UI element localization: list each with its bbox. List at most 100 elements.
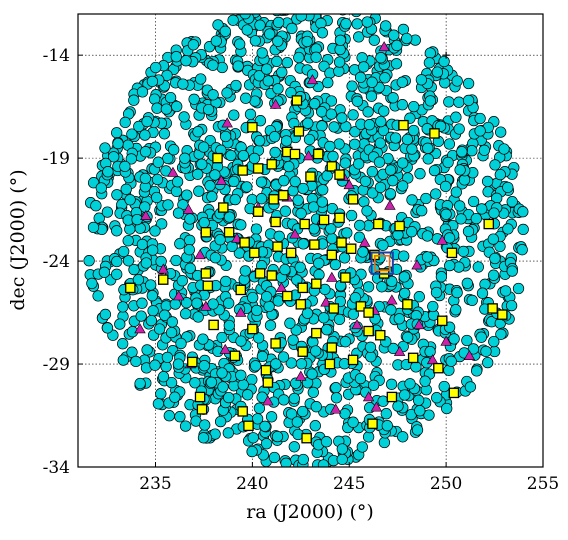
circle-point (234, 38, 246, 50)
circle-point (444, 259, 456, 272)
circle-point (212, 19, 224, 31)
square-point (446, 247, 458, 259)
square-point (237, 165, 248, 176)
target-inner-box (374, 254, 391, 272)
square-point (345, 243, 357, 254)
circle-point (334, 34, 347, 46)
circle-point (269, 131, 281, 143)
circle-point (453, 123, 465, 135)
circle-point (478, 144, 490, 156)
circle-point (438, 380, 450, 393)
circle-point (111, 268, 123, 280)
circle-point (454, 164, 466, 176)
circle-point (321, 324, 333, 336)
square-point (363, 307, 374, 318)
circle-point (475, 331, 487, 343)
circle-point (288, 441, 300, 453)
triangle-point (269, 98, 282, 109)
circle-point (450, 111, 462, 123)
triangle-point (306, 74, 319, 85)
x-tick-label: 250 (430, 474, 462, 494)
triangle-point (140, 209, 152, 220)
circle-point (122, 255, 135, 267)
circle-point (354, 71, 367, 84)
circle-point (157, 371, 170, 383)
circle-point (430, 188, 442, 200)
triangle-point (173, 290, 185, 301)
circle-point (207, 59, 219, 71)
square-point (402, 299, 413, 310)
circle-point (136, 86, 149, 98)
circle-point (359, 175, 372, 187)
circle-point (422, 153, 434, 165)
circle-point (445, 355, 457, 367)
triangle-point (326, 271, 338, 282)
circle-point (351, 14, 362, 18)
circle-point (134, 377, 146, 390)
circle-point (387, 175, 399, 187)
square-point (312, 148, 324, 160)
circle-point (159, 309, 171, 321)
circle-point (202, 103, 215, 116)
circle-point (411, 424, 424, 436)
circle-point (149, 225, 161, 237)
circle-point (321, 170, 333, 182)
circle-point (223, 391, 235, 404)
circle-point (140, 257, 152, 269)
circle-point (366, 76, 378, 88)
circle-point (442, 156, 454, 169)
square-point (297, 282, 308, 294)
circle-point (280, 14, 287, 15)
circle-point (301, 35, 313, 48)
circle-point (189, 377, 201, 389)
square-point (326, 161, 338, 172)
triangle-point (182, 203, 195, 214)
circle-point (427, 300, 439, 313)
square-point (239, 237, 250, 248)
triangle-point (351, 319, 363, 330)
circle-point (346, 80, 358, 92)
circle-point (487, 233, 499, 245)
square-point (196, 404, 208, 415)
circle-point (279, 263, 291, 276)
circle-point (423, 57, 436, 69)
circle-point (260, 291, 273, 303)
circle-point (353, 31, 365, 43)
circle-point (397, 431, 409, 443)
square-point (223, 227, 235, 238)
circle-point (135, 310, 147, 322)
circle-point (164, 91, 177, 104)
circle-point (476, 287, 489, 299)
circle-point (253, 70, 265, 82)
circle-point (313, 257, 325, 269)
circle-point (402, 331, 414, 343)
circle-point (450, 304, 462, 316)
circle-point (253, 332, 265, 344)
square-point (311, 327, 322, 339)
triangle-point (362, 391, 375, 402)
circle-point (378, 436, 391, 449)
square-point (200, 227, 212, 238)
triangle-point (411, 259, 423, 270)
circle-point (431, 392, 443, 404)
circle-point (330, 392, 343, 404)
circle-point (303, 133, 316, 146)
circle-point (316, 120, 328, 132)
circle-point (101, 322, 114, 334)
circle-point (120, 183, 132, 195)
circle-point (255, 193, 268, 205)
circle-point (495, 328, 507, 340)
circle-point (399, 287, 411, 299)
circle-point (179, 308, 192, 320)
circle-point (99, 142, 111, 154)
triangle-point (167, 166, 179, 177)
circle-point (455, 213, 467, 225)
circle-point (387, 92, 399, 104)
circle-point (401, 133, 414, 146)
circle-point (351, 18, 363, 30)
circle-point (516, 244, 528, 256)
circle-point (351, 95, 364, 107)
circle-point (191, 297, 203, 309)
circle-point (284, 317, 296, 329)
